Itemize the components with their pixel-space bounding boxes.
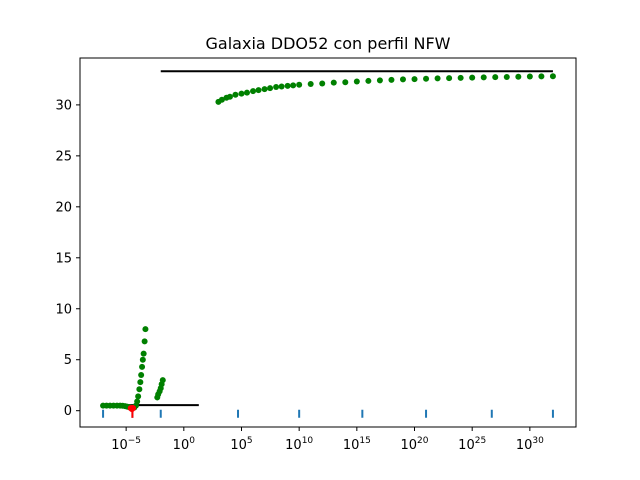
data-point-s1-66: [526, 73, 533, 80]
y-tick-label-4: 15: [55, 251, 72, 266]
data-point-s1-17: [136, 386, 143, 393]
data-point-s1-53: [376, 77, 383, 84]
data-point-s1-60: [457, 74, 464, 81]
y-tick-label-5: 20: [55, 200, 72, 215]
x-tick-label-2: 100: [173, 436, 196, 453]
data-point-s1-48: [319, 80, 326, 87]
data-point-s1-43: [278, 83, 285, 90]
data-point-s1-35: [232, 91, 239, 98]
data-point-s1-40: [261, 86, 268, 93]
data-point-s1-49: [330, 79, 337, 86]
data-point-s1-65: [515, 73, 522, 80]
data-point-s1-64: [503, 73, 510, 80]
x-tick-label-1: 10−5: [111, 436, 141, 453]
y-tick-label-6: 25: [55, 149, 72, 164]
data-point-s1-58: [434, 75, 441, 82]
x-tick-label-5: 1015: [343, 436, 371, 453]
data-point-s1-67: [538, 73, 545, 80]
data-point-s1-54: [388, 76, 395, 83]
y-tick-label-3: 10: [55, 302, 72, 317]
data-point-s1-22: [140, 350, 147, 357]
data-point-s1-34: [226, 93, 233, 100]
data-point-s2-5: [128, 406, 135, 413]
data-point-s1-59: [446, 75, 453, 82]
data-point-s1-62: [480, 74, 487, 81]
data-point-s1-24: [142, 326, 149, 333]
data-point-s1-32: [218, 96, 225, 103]
data-point-s1-55: [399, 76, 406, 83]
y-tick-label-2: 5: [64, 353, 72, 368]
data-point-s1-63: [492, 74, 499, 81]
x-tick-label-7: 1025: [458, 436, 486, 453]
data-point-s1-50: [342, 79, 349, 86]
data-point-s1-19: [138, 372, 145, 379]
data-point-s1-39: [255, 87, 262, 94]
data-point-s1-18: [137, 379, 144, 386]
x-tick-label-8: 1030: [516, 436, 544, 453]
data-point-s1-30: [159, 377, 166, 384]
data-point-s1-15: [134, 398, 141, 405]
data-point-s1-46: [296, 81, 303, 88]
x-tick-label-6: 1020: [401, 436, 429, 453]
data-point-s1-23: [141, 338, 148, 345]
data-point-s1-41: [267, 85, 274, 92]
data-point-s1-61: [469, 74, 476, 81]
chart-title: Galaxia DDO52 con perfil NFW: [206, 34, 451, 53]
y-tick-label-1: 0: [64, 404, 72, 419]
data-point-s1-57: [423, 75, 430, 82]
data-point-s1-68: [549, 73, 556, 80]
data-point-s1-44: [284, 82, 291, 89]
axes-frame: [79, 57, 577, 428]
data-point-s1-37: [243, 89, 250, 96]
data-point-s1-16: [135, 393, 142, 400]
data-point-s1-52: [365, 77, 372, 84]
data-point-s1-42: [273, 84, 280, 91]
data-point-s1-20: [139, 363, 146, 370]
data-point-s1-45: [290, 82, 297, 89]
data-point-s1-38: [250, 88, 257, 95]
data-point-s1-47: [307, 80, 314, 87]
y-tick-label-7: 30: [55, 98, 72, 113]
x-tick-label-4: 1010: [285, 436, 313, 453]
data-point-s1-21: [139, 356, 146, 363]
data-point-s1-51: [353, 78, 360, 85]
data-point-s1-36: [238, 90, 245, 97]
data-point-s1-56: [411, 76, 418, 83]
x-tick-label-3: 105: [230, 436, 252, 453]
plot-area: [100, 70, 556, 418]
